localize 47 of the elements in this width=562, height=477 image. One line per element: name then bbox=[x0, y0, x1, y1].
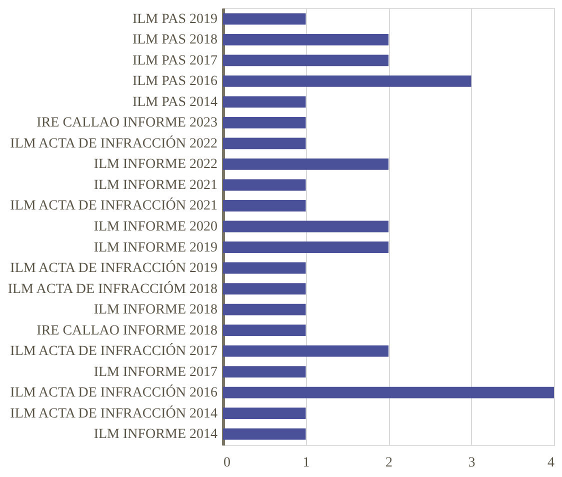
y-tick-label: ILM INFORME 2018 bbox=[94, 302, 218, 318]
bar bbox=[223, 428, 306, 440]
y-tick-label: ILM INFORME 2020 bbox=[94, 220, 218, 234]
bar bbox=[223, 345, 388, 357]
y-tick-label: ILM INFORME 2019 bbox=[94, 240, 218, 256]
y-tick-label: ILM ACTA DE INFRACCIÓN 2022 bbox=[10, 134, 218, 152]
x-tick-label: 2 bbox=[386, 456, 392, 470]
y-tick-label: ILM ACTA DE INFRACCIÓN 2016 bbox=[10, 384, 218, 401]
y-tick-label: IRE CALLAO INFORME 2018 bbox=[36, 323, 218, 338]
y-tick-label: ILM PAS 2017 bbox=[132, 53, 218, 68]
bar bbox=[223, 54, 388, 66]
x-tick-label: 3 bbox=[468, 456, 476, 470]
x-tick-label: 0 bbox=[224, 456, 230, 470]
y-tick-label: ILM PAS 2016 bbox=[132, 74, 218, 90]
bar bbox=[223, 242, 388, 253]
bar bbox=[223, 304, 306, 316]
y-tick-label: ILM PAS 2014 bbox=[132, 94, 218, 110]
bar bbox=[223, 158, 388, 170]
y-tick-label: ILM ACTA DE INFRACCIÓN 2019 bbox=[10, 259, 218, 276]
bar bbox=[223, 366, 306, 378]
y-tick-label: ILM INFORME 2017 bbox=[94, 364, 218, 380]
bar bbox=[223, 408, 306, 420]
bar bbox=[223, 283, 306, 294]
bar bbox=[223, 75, 472, 87]
bar bbox=[223, 200, 306, 212]
y-tick-label: ILM ACTA DE INFRACCIÓM 2018 bbox=[8, 280, 218, 297]
bar bbox=[223, 220, 388, 232]
bar bbox=[223, 324, 306, 336]
y-tick-label: ILM ACTA DE INFRACCIÓN 2017 bbox=[10, 342, 218, 360]
bar bbox=[223, 96, 306, 108]
y-tick-label: ILM ACTA DE INFRACCIÓN 2014 bbox=[10, 404, 218, 422]
y-tick-label: ILM ACTA DE INFRACCIÓN 2021 bbox=[10, 196, 218, 214]
y-tick-label: ILM PAS 2018 bbox=[132, 32, 218, 48]
x-tick-label: 4 bbox=[548, 456, 554, 470]
bar bbox=[223, 386, 554, 398]
y-tick-label: ILM INFORME 2014 bbox=[94, 427, 218, 442]
bar bbox=[223, 179, 306, 191]
y-tick-label: ILM INFORME 2021 bbox=[94, 178, 218, 193]
y-tick-label: ILM PAS 2019 bbox=[132, 12, 218, 27]
bar bbox=[223, 138, 306, 150]
y-tick-label: ILM INFORME 2022 bbox=[94, 157, 218, 172]
y-tick-label: IRE CALLAO INFORME 2023 bbox=[36, 116, 218, 131]
bar bbox=[223, 262, 306, 274]
x-tick-label: 1 bbox=[302, 456, 310, 470]
bar bbox=[223, 34, 388, 46]
bar bbox=[223, 13, 306, 25]
bar bbox=[223, 116, 306, 128]
